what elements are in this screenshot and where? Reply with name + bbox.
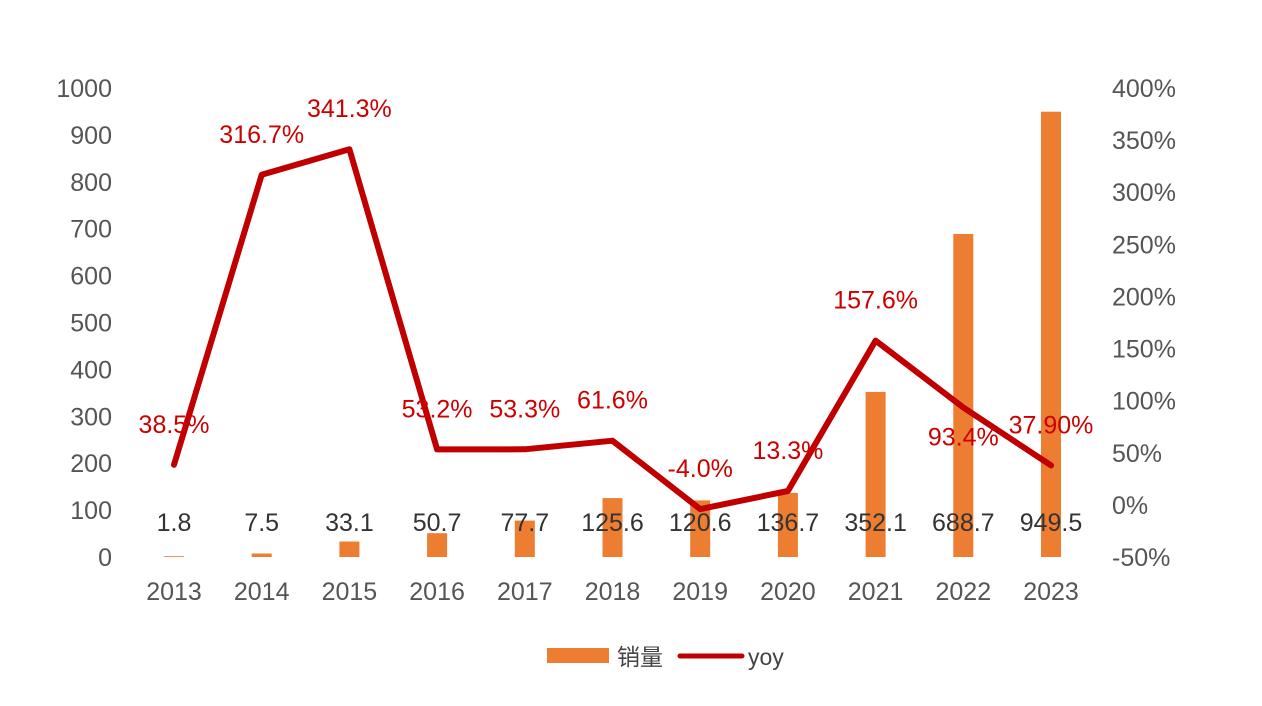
x-tick-label: 2020 <box>760 578 816 606</box>
x-tick-label: 2018 <box>585 578 641 606</box>
yoy-value-label: -4.0% <box>668 455 733 483</box>
x-tick-label: 2017 <box>497 578 553 606</box>
bar-value-label: 136.7 <box>757 509 820 537</box>
bar-2013 <box>164 556 184 557</box>
yoy-line-series <box>171 146 1054 513</box>
yoy-value-label: 157.6% <box>833 287 918 315</box>
left-tick-label: 0 <box>98 544 112 572</box>
bar-2014 <box>251 553 272 557</box>
left-tick-label: 100 <box>70 497 112 525</box>
x-tick-label: 2022 <box>935 578 991 606</box>
yoy-value-label: 61.6% <box>577 387 648 415</box>
left-tick-label: 900 <box>70 122 112 150</box>
bar-value-label: 77.7 <box>500 509 549 537</box>
left-tick-label: 400 <box>70 356 112 384</box>
legend-bar-label: 销量 <box>617 644 663 670</box>
legend: 销量 yoy <box>547 644 784 670</box>
bar-2023 <box>1041 111 1061 557</box>
yoy-value-labels: 38.5% 316.7%341.3% 53.2% 53.3% 61.6% -4.0% 13.… <box>139 95 1094 483</box>
left-tick-label: 200 <box>70 450 112 478</box>
x-tick-label: 2016 <box>409 578 465 606</box>
right-tick-label: 0% <box>1112 492 1148 520</box>
left-axis-ticks: 0 100 200 300 400 500 600 700 800 900 1000 <box>56 75 112 572</box>
x-tick-label: 2015 <box>322 578 378 606</box>
x-tick-label: 2014 <box>234 578 290 606</box>
x-axis-ticks: 2013 2014 2015 2016 2017 2018 2019 2020 2021 2022… <box>146 578 1079 606</box>
bar-2019 <box>690 500 711 557</box>
bar-2015 <box>339 541 360 557</box>
legend-line-label: yoy <box>748 644 784 670</box>
bar-2016 <box>427 533 448 557</box>
left-tick-label: 600 <box>70 263 112 291</box>
left-tick-label: 700 <box>70 216 112 244</box>
bar-2022 <box>953 234 974 557</box>
left-tick-label: 300 <box>70 403 112 431</box>
yoy-value-label: 53.2% <box>402 395 473 423</box>
bar-value-label: 1.8 <box>157 509 192 537</box>
right-tick-label: 250% <box>1112 231 1176 259</box>
left-tick-label: 500 <box>70 310 112 338</box>
yoy-line <box>171 146 1054 513</box>
yoy-value-label: 13.3% <box>752 437 823 465</box>
x-tick-label: 2021 <box>848 578 904 606</box>
x-tick-label: 2013 <box>146 578 202 606</box>
bar-value-label: 50.7 <box>413 509 462 537</box>
bar-value-label: 7.5 <box>244 509 279 537</box>
right-tick-label: 100% <box>1112 388 1176 416</box>
left-tick-label: 800 <box>70 169 112 197</box>
bar-2020 <box>777 492 798 557</box>
right-tick-label: -50% <box>1112 544 1170 572</box>
bar-value-label: 33.1 <box>325 509 374 537</box>
yoy-value-label: 37.90% <box>1009 411 1094 439</box>
yoy-value-label: 341.3% <box>307 95 392 123</box>
yoy-value-label: 53.3% <box>489 395 560 423</box>
legend-bar-swatch <box>547 648 609 663</box>
right-tick-label: 300% <box>1112 179 1176 207</box>
bar-value-label: 125.6 <box>581 509 644 537</box>
bar-value-label: 120.6 <box>669 509 732 537</box>
right-tick-label: 350% <box>1112 127 1176 155</box>
bar-2017 <box>514 520 535 557</box>
right-tick-label: 200% <box>1112 283 1176 311</box>
bar-value-labels: 1.8 7.5 33.1 50.7 77.7 125.6 120.6 136.7 352.1 68… <box>157 509 1083 537</box>
bar-value-label: 688.7 <box>932 509 995 537</box>
left-tick-label: 1000 <box>56 75 112 103</box>
bar-value-label: 949.5 <box>1020 509 1083 537</box>
bar-series <box>164 111 1061 557</box>
x-tick-label: 2019 <box>672 578 728 606</box>
right-tick-label: 50% <box>1112 440 1162 468</box>
right-axis-ticks: -50% 0% 50% 100% 150% 200% 250% 300% 350% 400% <box>1112 75 1176 572</box>
yoy-value-label: 316.7% <box>219 121 304 149</box>
bar-value-label: 352.1 <box>844 509 907 537</box>
right-tick-label: 150% <box>1112 336 1176 364</box>
right-tick-label: 400% <box>1112 75 1176 103</box>
yoy-value-label: 93.4% <box>928 424 999 452</box>
bar-2021 <box>865 391 886 557</box>
x-tick-label: 2023 <box>1023 578 1079 606</box>
yoy-value-label: 38.5% <box>139 411 210 439</box>
bar-2018 <box>602 498 623 557</box>
